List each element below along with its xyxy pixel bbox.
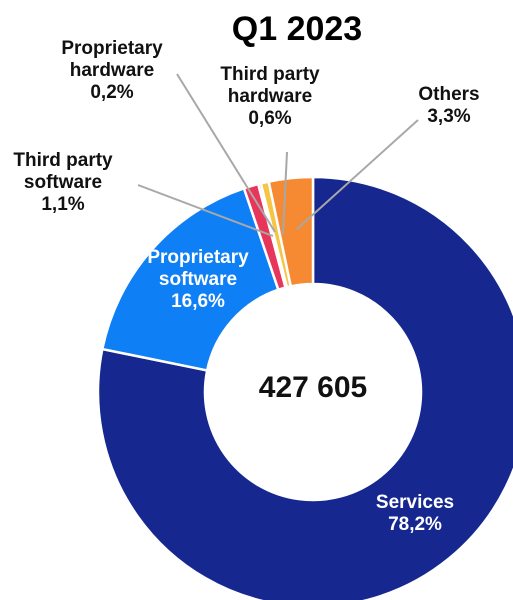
slice-value-text: 0,6% — [248, 108, 291, 129]
slice-label: Third party hardware 0,6% — [220, 64, 320, 129]
slice-label: Third party software 1,1% — [13, 150, 113, 215]
slice-value-text: 0,2% — [90, 82, 133, 103]
slice-label: Services 78,2% — [376, 492, 454, 535]
slice-name-text: software — [24, 172, 102, 193]
slice-others — [267, 175, 315, 288]
slice-label: Others 3,3% — [418, 84, 479, 127]
leader-line — [176, 73, 276, 233]
leader-line — [137, 184, 274, 237]
slice-labels-group: Services 78,2%Proprietary software 16,6%Thi… — [13, 38, 479, 535]
slice-name-text: Proprietary — [61, 38, 163, 59]
slice-name-text: hardware — [228, 86, 312, 107]
leader-lines-group — [137, 73, 419, 237]
slice-name-text: Proprietary — [147, 247, 249, 268]
slice-name-text: Others — [418, 84, 479, 105]
slice-services — [96, 175, 513, 600]
center-total-label: 427 605 — [259, 371, 367, 404]
leader-line — [296, 119, 419, 230]
slice-label: Proprietary hardware 0,2% — [61, 38, 163, 103]
slice-name-text: hardware — [70, 60, 154, 81]
slices-group — [96, 175, 513, 600]
slice-value-text: 78,2% — [388, 514, 442, 535]
slice-value-text: 3,3% — [427, 106, 470, 127]
slice-label: Proprietary software 16,6% — [147, 247, 249, 312]
slice-name-text: software — [159, 269, 237, 290]
slice-name-text: Services — [376, 492, 454, 513]
leader-line — [282, 151, 288, 235]
slice-value-text: 16,6% — [171, 291, 225, 312]
slice-value-text: 1,1% — [41, 194, 84, 215]
slice-name-text: Third party — [220, 64, 320, 85]
chart-title: Q1 2023 — [232, 10, 362, 48]
slice-proprietary-software — [101, 187, 280, 372]
slice-name-text: Third party — [13, 150, 113, 171]
